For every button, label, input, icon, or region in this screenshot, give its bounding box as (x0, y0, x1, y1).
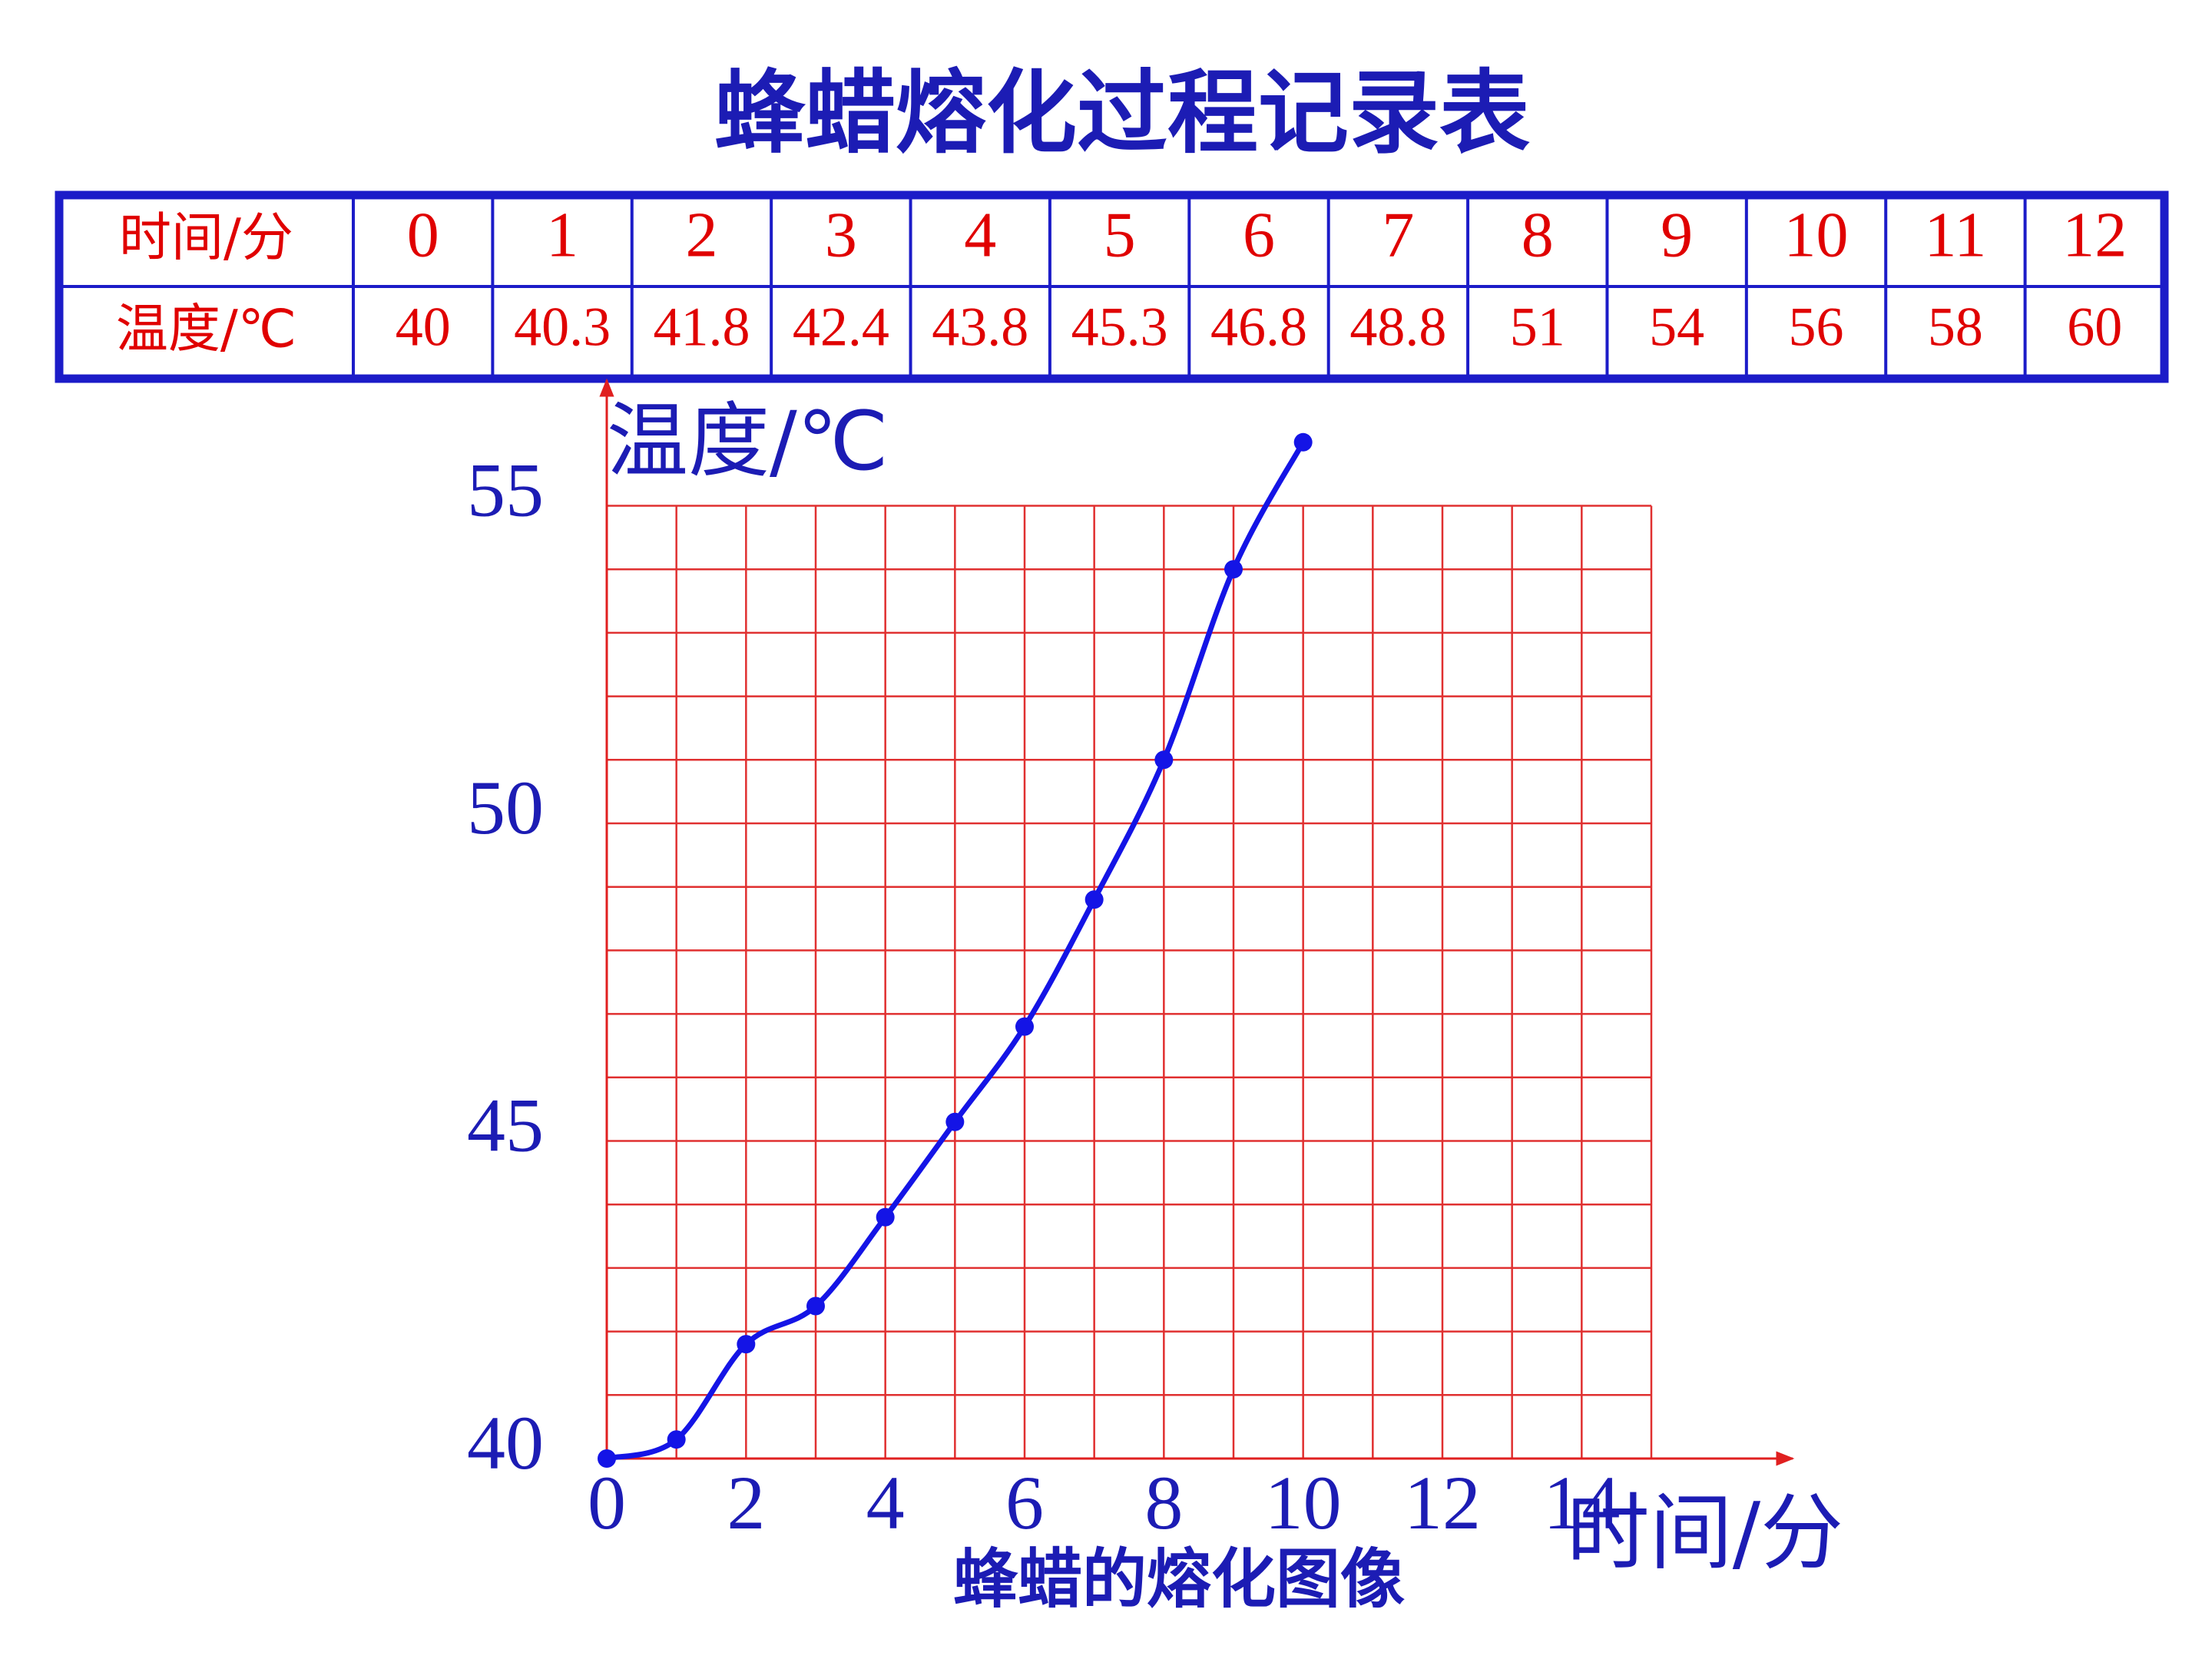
data-point (806, 1296, 825, 1316)
data-point (945, 1112, 965, 1131)
table-cell: 48.8 (1349, 296, 1446, 358)
table-cell: 8 (1522, 199, 1554, 270)
data-point (667, 1430, 686, 1449)
table-cell: 43.8 (932, 296, 1028, 358)
table-cell: 4 (964, 199, 996, 270)
x-tick-label: 0 (588, 1460, 626, 1545)
chart-caption: 蜂蜡的熔化图像 (953, 1541, 1405, 1617)
table-cell: 42.4 (793, 296, 889, 358)
x-tick-label: 10 (1265, 1460, 1342, 1545)
data-point (1015, 1017, 1034, 1036)
data-point (876, 1207, 895, 1227)
data-point (1224, 560, 1243, 579)
table-cell: 2 (685, 199, 717, 270)
y-tick-label: 55 (467, 447, 544, 532)
y-tick-label: 45 (467, 1082, 544, 1167)
table-cell: 0 (407, 199, 439, 270)
table-cell: 3 (825, 199, 857, 270)
x-tick-label: 8 (1144, 1460, 1183, 1545)
x-tick-label: 6 (1005, 1460, 1044, 1545)
x-tick-label: 4 (866, 1460, 905, 1545)
data-line (606, 441, 1306, 1462)
table-cell: 12 (2062, 199, 2127, 270)
table-cell: 40 (396, 296, 451, 358)
table-cell: 56 (1789, 296, 1844, 358)
table-cell: 5 (1104, 199, 1136, 270)
y-tick-label: 50 (467, 765, 544, 850)
row-header: 温度/℃ (116, 300, 296, 360)
row-header: 时间/分 (119, 208, 293, 269)
table-cell: 7 (1382, 199, 1414, 270)
table-cell: 10 (1784, 199, 1849, 270)
table-cell: 40.3 (514, 296, 611, 358)
table-cell: 9 (1661, 199, 1693, 270)
y-axis-label: 温度/℃ (607, 394, 889, 488)
x-axis-label: 时间/分 (1567, 1485, 1843, 1581)
title: 蜂蜡熔化过程记录表 (714, 60, 1530, 166)
data-point (1084, 890, 1104, 909)
table-cell: 58 (1928, 296, 1983, 358)
x-tick-label: 2 (727, 1460, 765, 1545)
table-cell: 41.8 (653, 296, 750, 358)
data-point (737, 1335, 756, 1354)
x-tick-label: 12 (1404, 1460, 1481, 1545)
table-cell: 1 (546, 199, 578, 270)
y-tick-label: 40 (467, 1400, 544, 1485)
data-point (1154, 750, 1174, 770)
table-cell: 51 (1510, 296, 1565, 358)
table-cell: 45.3 (1071, 296, 1168, 358)
table-cell: 46.8 (1210, 296, 1307, 358)
x-tick-label: 14 (1543, 1460, 1620, 1545)
table-cell: 11 (1924, 199, 1986, 270)
table-cell: 60 (2067, 296, 2122, 358)
data-point (598, 1449, 616, 1468)
data-point (1293, 432, 1313, 452)
table-cell: 54 (1649, 296, 1704, 358)
table-cell: 6 (1243, 199, 1275, 270)
chart: 时间/分 温度/℃ 蜂蜡的熔化图像 40 45 50 55 0 2 4 6 8 10 12 14 (467, 378, 1843, 1617)
